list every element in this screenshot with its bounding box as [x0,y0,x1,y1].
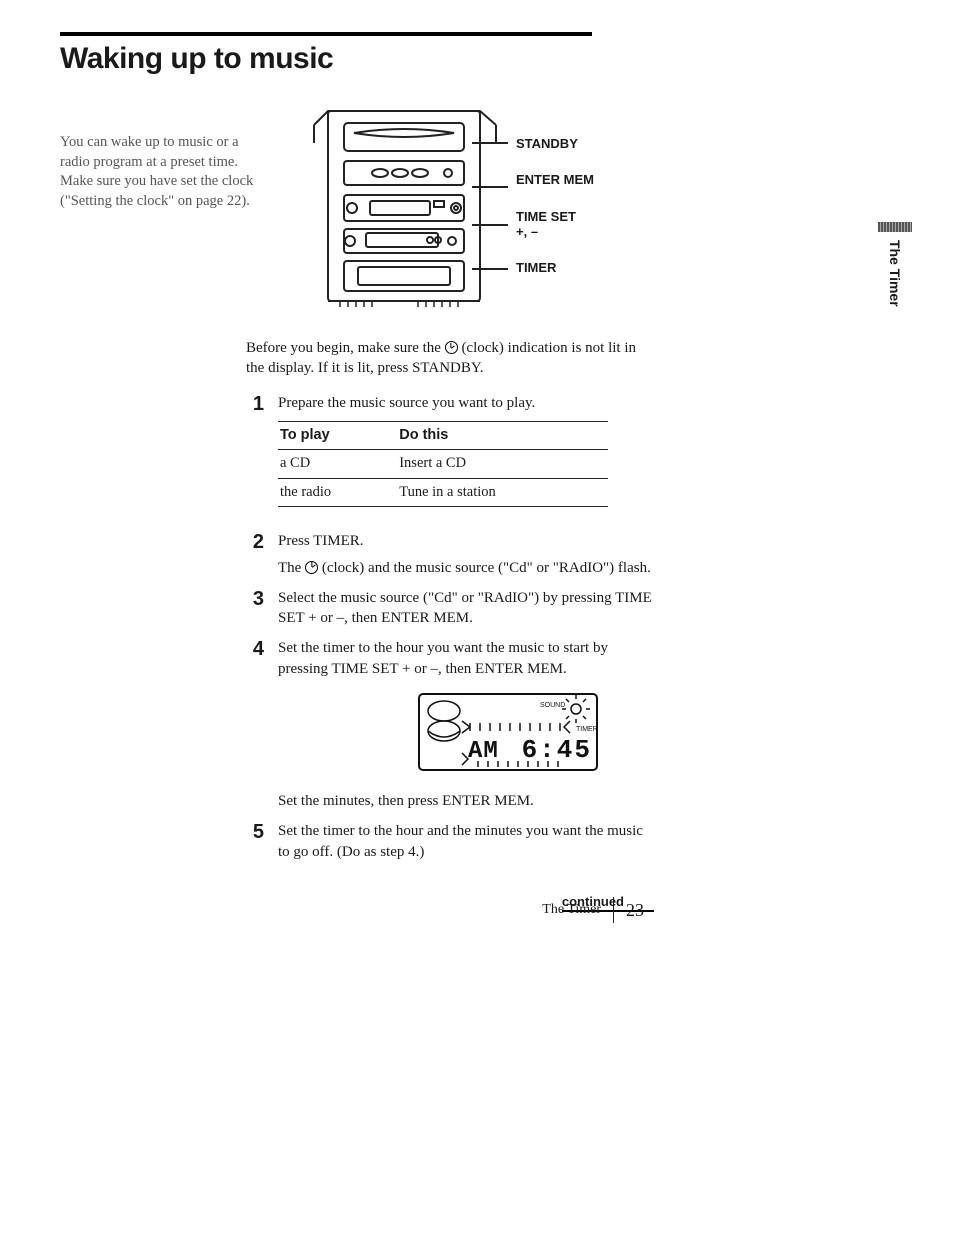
lcd-am: AM [468,738,499,765]
side-tab-band-icon [878,222,912,232]
step-2-sub-b: (clock) and the music source ("Cd" or "R… [318,560,651,576]
side-tab-text: The Timer [887,240,903,307]
step-3: 3 Select the music source ("Cd" or "RAdI… [246,588,656,629]
label-standby: STANDBY [516,136,594,151]
step-4: 4 Set the timer to the hour you want the… [246,638,656,811]
step-4b-text: Set the minutes, then press ENTER MEM. [278,791,656,811]
step-2-num: 2 [246,531,264,553]
pre-note: Before you begin, make sure the (clock) … [246,338,656,379]
footer-label: The Timer [542,902,601,918]
table-row: a CD Insert a CD [278,450,608,479]
lcd-timer-label: TIMER [576,726,598,733]
page-number: 23 [626,900,644,921]
clock-icon [445,341,458,354]
clock-icon [305,561,318,574]
content-column: Before you begin, make sure the (clock) … [246,338,656,912]
table-cell: Insert a CD [397,450,608,479]
step-5-text: Set the timer to the hour and the minute… [278,821,656,862]
step-1: 1 Prepare the music source you want to p… [246,393,656,522]
label-time-set: TIME SET +, – [516,209,594,239]
step-3-num: 3 [246,588,264,610]
table-row: the radio Tune in a station [278,478,608,507]
pre-note-a: Before you begin, make sure the [246,340,445,356]
stereo-icon [300,103,510,318]
top-rule [60,32,592,36]
step-2-sub: The (clock) and the music source ("Cd" o… [278,558,656,578]
table-cell: the radio [278,478,397,507]
step-2-sub-a: The [278,560,305,576]
step-4-num: 4 [246,638,264,660]
step-1-num: 1 [246,393,264,415]
device-illustration: STANDBY ENTER MEM TIME SET +, – TIMER [300,103,594,318]
step-3-text: Select the music source ("Cd" or "RAdIO"… [278,588,656,629]
label-timer: TIMER [516,260,594,275]
lcd-sound-label: SOUND [540,702,565,709]
step-5: 5 Set the timer to the hour and the minu… [246,821,656,862]
step-1-text: Prepare the music source you want to pla… [278,393,656,413]
table-cell: Tune in a station [397,478,608,507]
step-2: 2 Press TIMER. The (clock) and the music… [246,531,656,578]
source-table: To play Do this a CD Insert a CD the rad… [278,421,608,508]
table-head-toplay: To play [278,421,397,450]
step-2-text: Press TIMER. [278,531,656,551]
page-footer: The Timer 23 [542,897,644,923]
page-title: Waking up to music [60,42,904,75]
step-5-num: 5 [246,821,264,843]
lcd-icon: SOUND TIMER [418,693,598,771]
intro-row: You can wake up to music or a radio prog… [60,103,904,318]
footer-separator [613,897,614,923]
device-labels: STANDBY ENTER MEM TIME SET +, – TIMER [510,103,594,318]
lcd-display-illustration: SOUND TIMER [418,693,656,777]
side-tab: The Timer [878,222,912,307]
intro-text: You can wake up to music or a radio prog… [60,103,270,211]
label-enter-mem: ENTER MEM [516,172,594,187]
table-head-dothis: Do this [397,421,608,450]
lcd-time: 6:45 [522,735,592,765]
step-4-text: Set the timer to the hour you want the m… [278,638,656,679]
table-cell: a CD [278,450,397,479]
